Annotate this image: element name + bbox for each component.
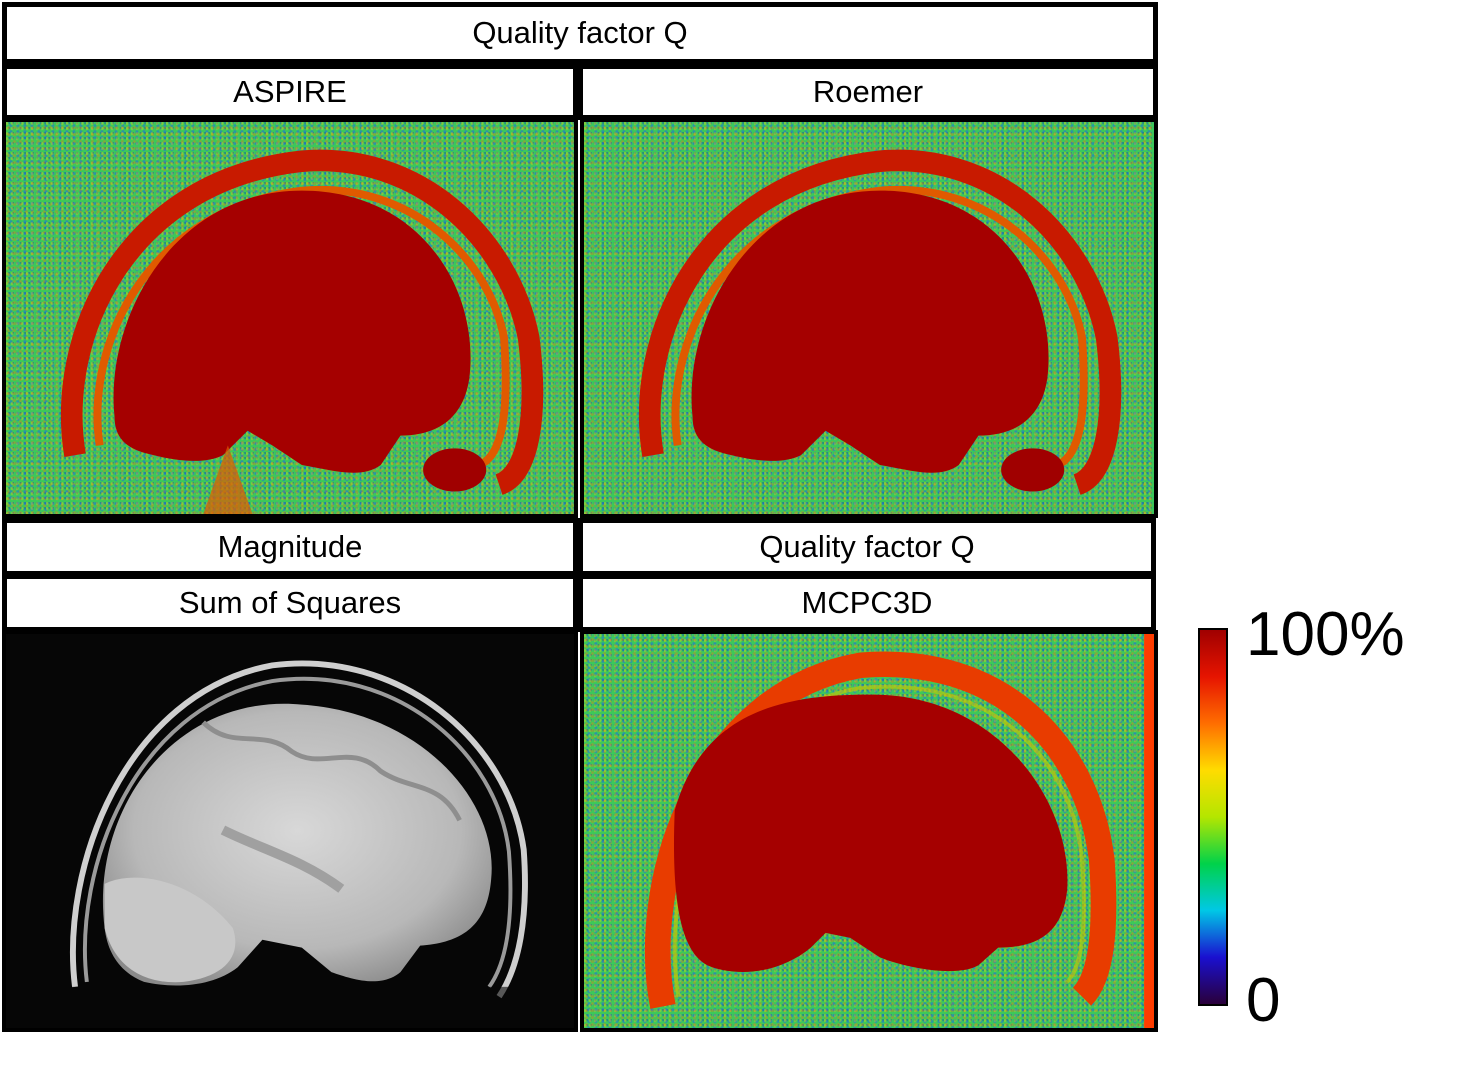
- aspire-label: ASPIRE: [2, 64, 578, 120]
- colorbar-min-label: 0: [1246, 966, 1281, 1035]
- mcpc3d-label: MCPC3D: [578, 574, 1156, 632]
- magnitude-label: Magnitude: [2, 518, 578, 576]
- colorbar: [1198, 628, 1228, 1006]
- sum-of-squares-magnitude-image: [2, 630, 578, 1032]
- sum-of-squares-label: Sum of Squares: [2, 574, 578, 632]
- roemer-q-map-image: [639, 149, 1122, 495]
- mcpc3d-q-map: [580, 630, 1158, 1032]
- aspire-q-map-image: [61, 149, 544, 514]
- aspire-q-map: [2, 118, 578, 518]
- roemer-label: Roemer: [578, 64, 1158, 120]
- brain-magnitude-image: [6, 660, 574, 1028]
- roemer-q-map: [580, 118, 1158, 518]
- mcpc3d-q-map-image: [644, 634, 1154, 1028]
- figure-title: Quality factor Q: [2, 2, 1158, 64]
- colorbar-max-label: 100%: [1246, 600, 1405, 669]
- mcpc3d-quality-label: Quality factor Q: [578, 518, 1156, 576]
